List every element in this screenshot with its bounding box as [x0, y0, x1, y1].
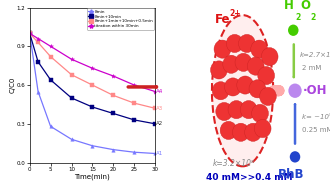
Text: 2+: 2+	[229, 9, 241, 18]
Text: ·OH: ·OH	[303, 84, 327, 97]
Circle shape	[235, 53, 252, 71]
Text: 40 mM>>0.4 mM: 40 mM>>0.4 mM	[206, 173, 292, 182]
Circle shape	[226, 34, 243, 53]
Circle shape	[228, 101, 245, 119]
Text: 2: 2	[310, 13, 315, 22]
Circle shape	[214, 40, 231, 58]
Text: A1: A1	[156, 151, 163, 156]
Circle shape	[232, 123, 249, 141]
Circle shape	[212, 82, 229, 100]
Circle shape	[237, 76, 253, 94]
Circle shape	[258, 67, 275, 85]
Circle shape	[261, 48, 278, 66]
Circle shape	[220, 121, 237, 139]
Circle shape	[254, 119, 271, 138]
Text: k=3.2×10⁸: k=3.2×10⁸	[213, 159, 255, 168]
Circle shape	[216, 102, 233, 121]
Text: k=2.7×10⁷: k=2.7×10⁷	[299, 52, 330, 58]
Text: O: O	[300, 0, 310, 12]
Text: 0.25 mM: 0.25 mM	[302, 127, 330, 133]
Circle shape	[240, 101, 257, 119]
Text: Fe: Fe	[214, 13, 230, 26]
Circle shape	[239, 34, 255, 53]
Text: A2: A2	[156, 121, 163, 126]
Circle shape	[249, 80, 266, 98]
Circle shape	[211, 61, 227, 79]
Circle shape	[223, 55, 240, 73]
Circle shape	[251, 40, 268, 58]
Ellipse shape	[212, 15, 273, 166]
X-axis label: Time(min): Time(min)	[75, 173, 110, 180]
Text: A4: A4	[156, 89, 163, 94]
Circle shape	[247, 57, 264, 75]
Y-axis label: C/C0: C/C0	[9, 77, 16, 93]
Text: 2 mM: 2 mM	[302, 65, 321, 71]
Circle shape	[288, 84, 302, 98]
Circle shape	[290, 151, 300, 163]
Text: RhB: RhB	[278, 168, 304, 181]
Circle shape	[252, 104, 268, 122]
Circle shape	[259, 87, 276, 105]
Text: k= ~10⁹: k= ~10⁹	[302, 114, 330, 120]
Text: 2: 2	[295, 13, 300, 22]
Text: A3: A3	[156, 106, 163, 111]
Circle shape	[224, 78, 241, 96]
Legend: 8min, 8min+10min, 8min+1min+10min+0.5min, titration within 30min: 8min, 8min+10min, 8min+1min+10min+0.5min…	[87, 8, 154, 29]
Circle shape	[245, 123, 261, 141]
Circle shape	[288, 25, 299, 36]
Text: H: H	[284, 0, 293, 12]
